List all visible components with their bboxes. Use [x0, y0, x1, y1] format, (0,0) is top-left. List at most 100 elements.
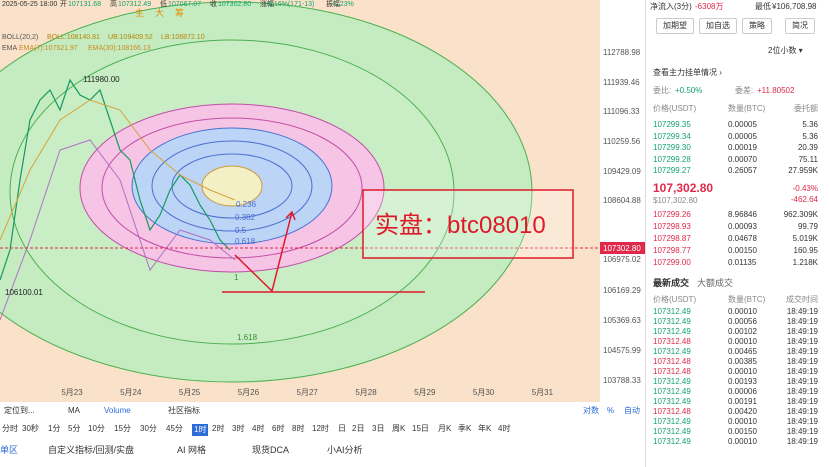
trade: 0.00010 [728, 367, 757, 376]
button[interactable]: 简况 [785, 18, 815, 34]
trade: 0.00150 [728, 427, 757, 436]
label: 最低 [755, 2, 771, 11]
value: ¥106,708.98 [772, 2, 817, 11]
tool[interactable]: 对数 [583, 406, 599, 415]
trade: 18:49:19 [786, 337, 818, 346]
trade: 18:49:19 [786, 367, 818, 376]
info-label: 涨幅 [260, 1, 274, 8]
trade: 0.00056 [728, 317, 757, 326]
timeframe[interactable]: 6时 [272, 424, 285, 433]
tool[interactable]: MA [68, 406, 80, 415]
timeframe[interactable]: 30秒 [22, 424, 39, 433]
timeframe[interactable]: 3日 [372, 424, 385, 433]
trade: 107312.49 [653, 427, 691, 436]
date-label: 5月27 [297, 388, 319, 397]
timeframe[interactable]: 日 [338, 424, 346, 433]
ask: 5.36 [802, 131, 818, 141]
timeframe[interactable]: 2日 [352, 424, 365, 433]
ask: 0.00005 [728, 120, 757, 129]
timeframe[interactable]: 2时 [212, 424, 225, 433]
high-label: 111980.00 [83, 75, 120, 84]
bid: 107298.93 [653, 222, 691, 231]
ask: 0.00070 [728, 154, 757, 164]
tool[interactable]: 定位到... [4, 406, 35, 415]
date-label: 5月23 [61, 388, 83, 397]
tab[interactable]: 自定义指标/回测/实盘 [48, 445, 135, 455]
trade: 107312.48 [653, 367, 691, 376]
info-label: 开 [60, 1, 67, 8]
toolbar-char[interactable]: 主 [135, 8, 145, 18]
trade: 18:49:19 [786, 327, 818, 336]
price-label: 106975.02 [603, 255, 641, 264]
trade: 18:49:19 [786, 417, 818, 426]
timeframe[interactable]: 分时 [2, 424, 18, 433]
info-label: 振幅 [326, 1, 340, 8]
dropdown[interactable]: 2位小数 ▾ [768, 46, 803, 55]
timeframe[interactable]: 周K [392, 424, 406, 433]
price-line [0, 78, 231, 281]
trade: 107312.49 [653, 377, 691, 386]
tool[interactable]: 自动 [624, 406, 640, 415]
tab[interactable]: 现货DCA [252, 445, 290, 455]
timeframe[interactable]: 1分 [48, 424, 61, 433]
bid: 107299.26 [653, 210, 691, 219]
price-label: 104575.99 [603, 346, 641, 355]
timeframe[interactable]: 年K [478, 424, 492, 433]
link[interactable]: 查看主力挂单情况 › [653, 68, 722, 77]
timeframe[interactable]: 15日 [412, 424, 429, 433]
tool[interactable]: Volume [104, 406, 131, 415]
timeframe[interactable]: 8时 [292, 424, 305, 433]
trade: 107312.49 [653, 347, 691, 356]
trade: 0.00010 [728, 307, 757, 316]
trade: 0.00465 [728, 347, 757, 356]
tab[interactable]: 小AI分析 [327, 445, 363, 455]
timeframe[interactable]: 10分 [88, 424, 105, 433]
trade: 0.00420 [728, 407, 757, 416]
timeframe[interactable]: 月K [438, 424, 452, 433]
ask: 107299.30 [653, 143, 691, 152]
trade: 18:49:19 [786, 317, 818, 326]
price-label: 111096.33 [603, 107, 640, 116]
bid: 107298.87 [653, 234, 691, 243]
price-axis [600, 0, 645, 402]
price-label: 103788.33 [603, 376, 641, 385]
timeframe[interactable]: 3时 [232, 424, 245, 433]
ask: 107299.27 [653, 166, 691, 175]
timeframe[interactable]: 12时 [312, 424, 329, 433]
tab[interactable]: 大额成交 [697, 278, 734, 288]
tool[interactable]: % [607, 406, 615, 415]
button[interactable]: 加期望 [656, 18, 694, 34]
fib-label: 0.618 [235, 237, 256, 246]
boll: LB:106872.10 [161, 34, 205, 41]
tab[interactable]: AI 网格 [177, 445, 207, 455]
header: 成交时间 [786, 295, 818, 304]
trade: 18:49:19 [786, 377, 818, 386]
timeframe[interactable]: 15分 [114, 424, 131, 433]
timeframe[interactable]: 45分 [166, 424, 183, 433]
trade: 107312.49 [653, 417, 691, 426]
trade: 0.00010 [728, 337, 757, 346]
trade: 0.00191 [728, 397, 757, 406]
trade: 107312.49 [653, 437, 691, 446]
mid-diff: -462.64 [790, 195, 818, 204]
toolbar-char[interactable]: 筹 [175, 8, 185, 18]
date-label: 5月24 [120, 388, 142, 397]
timeframe[interactable]: 30分 [140, 424, 157, 433]
tool[interactable]: 社区指标 [168, 406, 200, 415]
button[interactable]: 策略 [742, 18, 772, 34]
timeframe[interactable]: 4时 [252, 424, 265, 433]
timeframe[interactable]: 5分 [68, 424, 81, 433]
trade: 18:49:19 [786, 387, 818, 396]
chart: 112788.98 111939.46 111096.33 110259.56 1094… [0, 0, 645, 402]
label: 净流入(3分) [650, 2, 692, 11]
timeframe[interactable]: 季K [458, 424, 472, 433]
label: 委差: [735, 86, 754, 95]
overlay-text: 实盘：btc08010 [375, 212, 546, 239]
ema-line [0, 99, 236, 241]
button[interactable]: 加自选 [699, 18, 737, 34]
timeframe[interactable]: 4时 [498, 424, 511, 433]
toolbar-char[interactable]: 大 [155, 8, 165, 18]
timeframe[interactable]: 1时 [192, 424, 209, 436]
tab[interactable]: 最新成交 [653, 278, 690, 288]
tab[interactable]: 单区 [0, 445, 19, 455]
